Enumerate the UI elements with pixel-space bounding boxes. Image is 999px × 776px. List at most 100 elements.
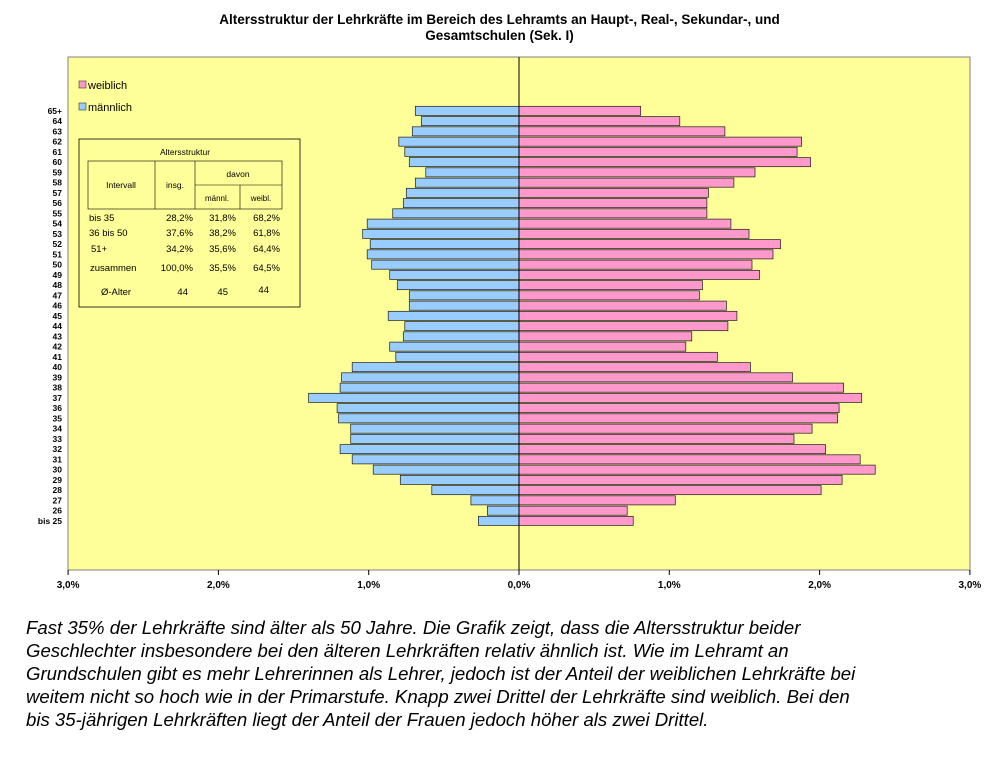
bar-maennlich-13 bbox=[339, 382, 520, 393]
bar-maennlich-28 bbox=[362, 228, 520, 239]
bar-weiblich-12 bbox=[518, 392, 863, 403]
age-label-10: 35 bbox=[53, 413, 63, 423]
inset-table-rows: bis 35 28,2% 31,8% 68,2% 36 bis 50 37,6% 38,2%… bbox=[89, 213, 281, 274]
bar-maennlich-27 bbox=[369, 239, 520, 250]
age-label-11: 36 bbox=[53, 403, 63, 413]
bar-maennlich-18 bbox=[402, 331, 520, 342]
age-labels: bis 252627282930313233343536373839404142… bbox=[38, 106, 62, 526]
inset-row-2-label: 51+ bbox=[91, 244, 108, 255]
age-label-37: 62 bbox=[53, 137, 63, 147]
bar-weiblich-38 bbox=[518, 126, 726, 137]
bar-weiblich-21 bbox=[518, 300, 727, 311]
bar-maennlich-1 bbox=[487, 505, 520, 516]
bar-maennlich-3 bbox=[431, 485, 520, 496]
inset-header-weibl: weibl. bbox=[250, 194, 271, 203]
inset-avg-total: 44 bbox=[177, 287, 188, 298]
age-label-34: 59 bbox=[53, 167, 63, 177]
bar-weiblich-9 bbox=[518, 423, 813, 434]
age-label-20: 45 bbox=[53, 311, 63, 321]
age-label-19: 44 bbox=[53, 321, 63, 331]
age-label-39: 64 bbox=[53, 116, 63, 126]
age-label-14: 39 bbox=[53, 372, 63, 382]
inset-row-0-female: 68,2% bbox=[253, 213, 280, 224]
bar-maennlich-0 bbox=[478, 515, 520, 526]
chart-title-line-1: Altersstruktur der Lehrkräfte im Bereich… bbox=[219, 12, 780, 27]
inset-row-2-male: 35,6% bbox=[209, 244, 236, 255]
inset-avg-male: 45 bbox=[217, 287, 228, 298]
bar-maennlich-17 bbox=[389, 341, 520, 352]
x-tick-label-2: 1,0% bbox=[357, 580, 380, 591]
bar-maennlich-14 bbox=[341, 372, 520, 383]
age-label-17: 42 bbox=[53, 342, 63, 352]
caption-line-4: weitem nicht so hoch wie in der Primarst… bbox=[26, 686, 850, 707]
bar-weiblich-26 bbox=[518, 249, 774, 260]
bar-weiblich-4 bbox=[518, 474, 843, 485]
age-label-23: 48 bbox=[53, 280, 63, 290]
bar-maennlich-26 bbox=[366, 249, 520, 260]
age-label-22: 47 bbox=[53, 290, 63, 300]
inset-table-frame bbox=[78, 138, 301, 308]
bar-maennlich-25 bbox=[371, 259, 520, 270]
age-label-29: 54 bbox=[53, 219, 63, 229]
bar-weiblich-0 bbox=[518, 515, 634, 526]
age-label-36: 61 bbox=[53, 147, 63, 157]
inset-row-3-label: zusammen bbox=[90, 263, 136, 274]
bar-weiblich-36 bbox=[518, 146, 798, 157]
bar-weiblich-16 bbox=[518, 351, 718, 362]
chart-title-line-2: Gesamtschulen (Sek. I) bbox=[425, 28, 574, 43]
inset-row-1-total: 37,6% bbox=[166, 228, 193, 239]
bar-weiblich-32 bbox=[518, 187, 709, 198]
bar-maennlich-34 bbox=[425, 167, 520, 178]
bar-weiblich-7 bbox=[518, 444, 826, 455]
bar-weiblich-25 bbox=[518, 259, 753, 270]
bar-weiblich-14 bbox=[518, 372, 793, 383]
age-label-8: 33 bbox=[53, 434, 63, 444]
caption-line-5: bis 35-jährigen Lehrkräften liegt der An… bbox=[26, 709, 709, 730]
inset-header-intervall: Intervall bbox=[106, 180, 136, 190]
bar-weiblich-20 bbox=[518, 310, 738, 321]
bar-weiblich-30 bbox=[518, 208, 708, 219]
inset-row-3-total: 100,0% bbox=[161, 263, 194, 274]
bar-weiblich-39 bbox=[518, 116, 681, 127]
bar-weiblich-1 bbox=[518, 505, 628, 516]
bar-maennlich-6 bbox=[351, 454, 520, 465]
bar-maennlich-23 bbox=[396, 280, 520, 291]
bar-maennlich-40 bbox=[414, 105, 520, 116]
bar-maennlich-39 bbox=[420, 116, 520, 127]
age-label-35: 60 bbox=[53, 157, 63, 167]
bar-maennlich-2 bbox=[470, 495, 520, 506]
age-label-25: 50 bbox=[53, 260, 63, 270]
bar-maennlich-20 bbox=[387, 310, 520, 321]
bar-maennlich-8 bbox=[350, 433, 520, 444]
x-tick-label-3: 0,0% bbox=[508, 580, 531, 591]
bar-weiblich-13 bbox=[518, 382, 844, 393]
bar-weiblich-6 bbox=[518, 454, 861, 465]
bar-maennlich-5 bbox=[372, 464, 520, 475]
x-tick-label-0: 3,0% bbox=[57, 580, 80, 591]
age-label-5: 30 bbox=[53, 465, 63, 475]
age-label-9: 34 bbox=[53, 424, 63, 434]
inset-row-1-male: 38,2% bbox=[209, 228, 236, 239]
bar-maennlich-29 bbox=[366, 218, 520, 229]
bar-weiblich-35 bbox=[518, 157, 811, 168]
bar-weiblich-31 bbox=[518, 198, 708, 209]
x-tick-label-5: 2,0% bbox=[808, 580, 831, 591]
bar-weiblich-40 bbox=[518, 105, 642, 116]
bar-maennlich-12 bbox=[308, 392, 520, 403]
bar-weiblich-18 bbox=[518, 331, 693, 342]
inset-row-2-female: 64,4% bbox=[253, 244, 280, 255]
bar-maennlich-19 bbox=[404, 321, 520, 332]
inset-table-title: Altersstruktur bbox=[160, 147, 210, 157]
bar-weiblich-34 bbox=[518, 167, 756, 178]
age-label-31: 56 bbox=[53, 198, 63, 208]
bar-maennlich-22 bbox=[408, 290, 520, 301]
caption: Fast 35% der Lehrkräfte sind älter als 5… bbox=[26, 616, 976, 731]
bar-weiblich-27 bbox=[518, 239, 781, 250]
age-label-38: 63 bbox=[53, 126, 63, 136]
age-label-30: 55 bbox=[53, 208, 63, 218]
inset-avg-label: Ø-Alter bbox=[101, 287, 131, 298]
bar-maennlich-37 bbox=[398, 136, 520, 147]
bar-maennlich-10 bbox=[338, 413, 520, 424]
bar-weiblich-17 bbox=[518, 341, 687, 352]
caption-line-1: Fast 35% der Lehrkräfte sind älter als 5… bbox=[26, 617, 801, 638]
